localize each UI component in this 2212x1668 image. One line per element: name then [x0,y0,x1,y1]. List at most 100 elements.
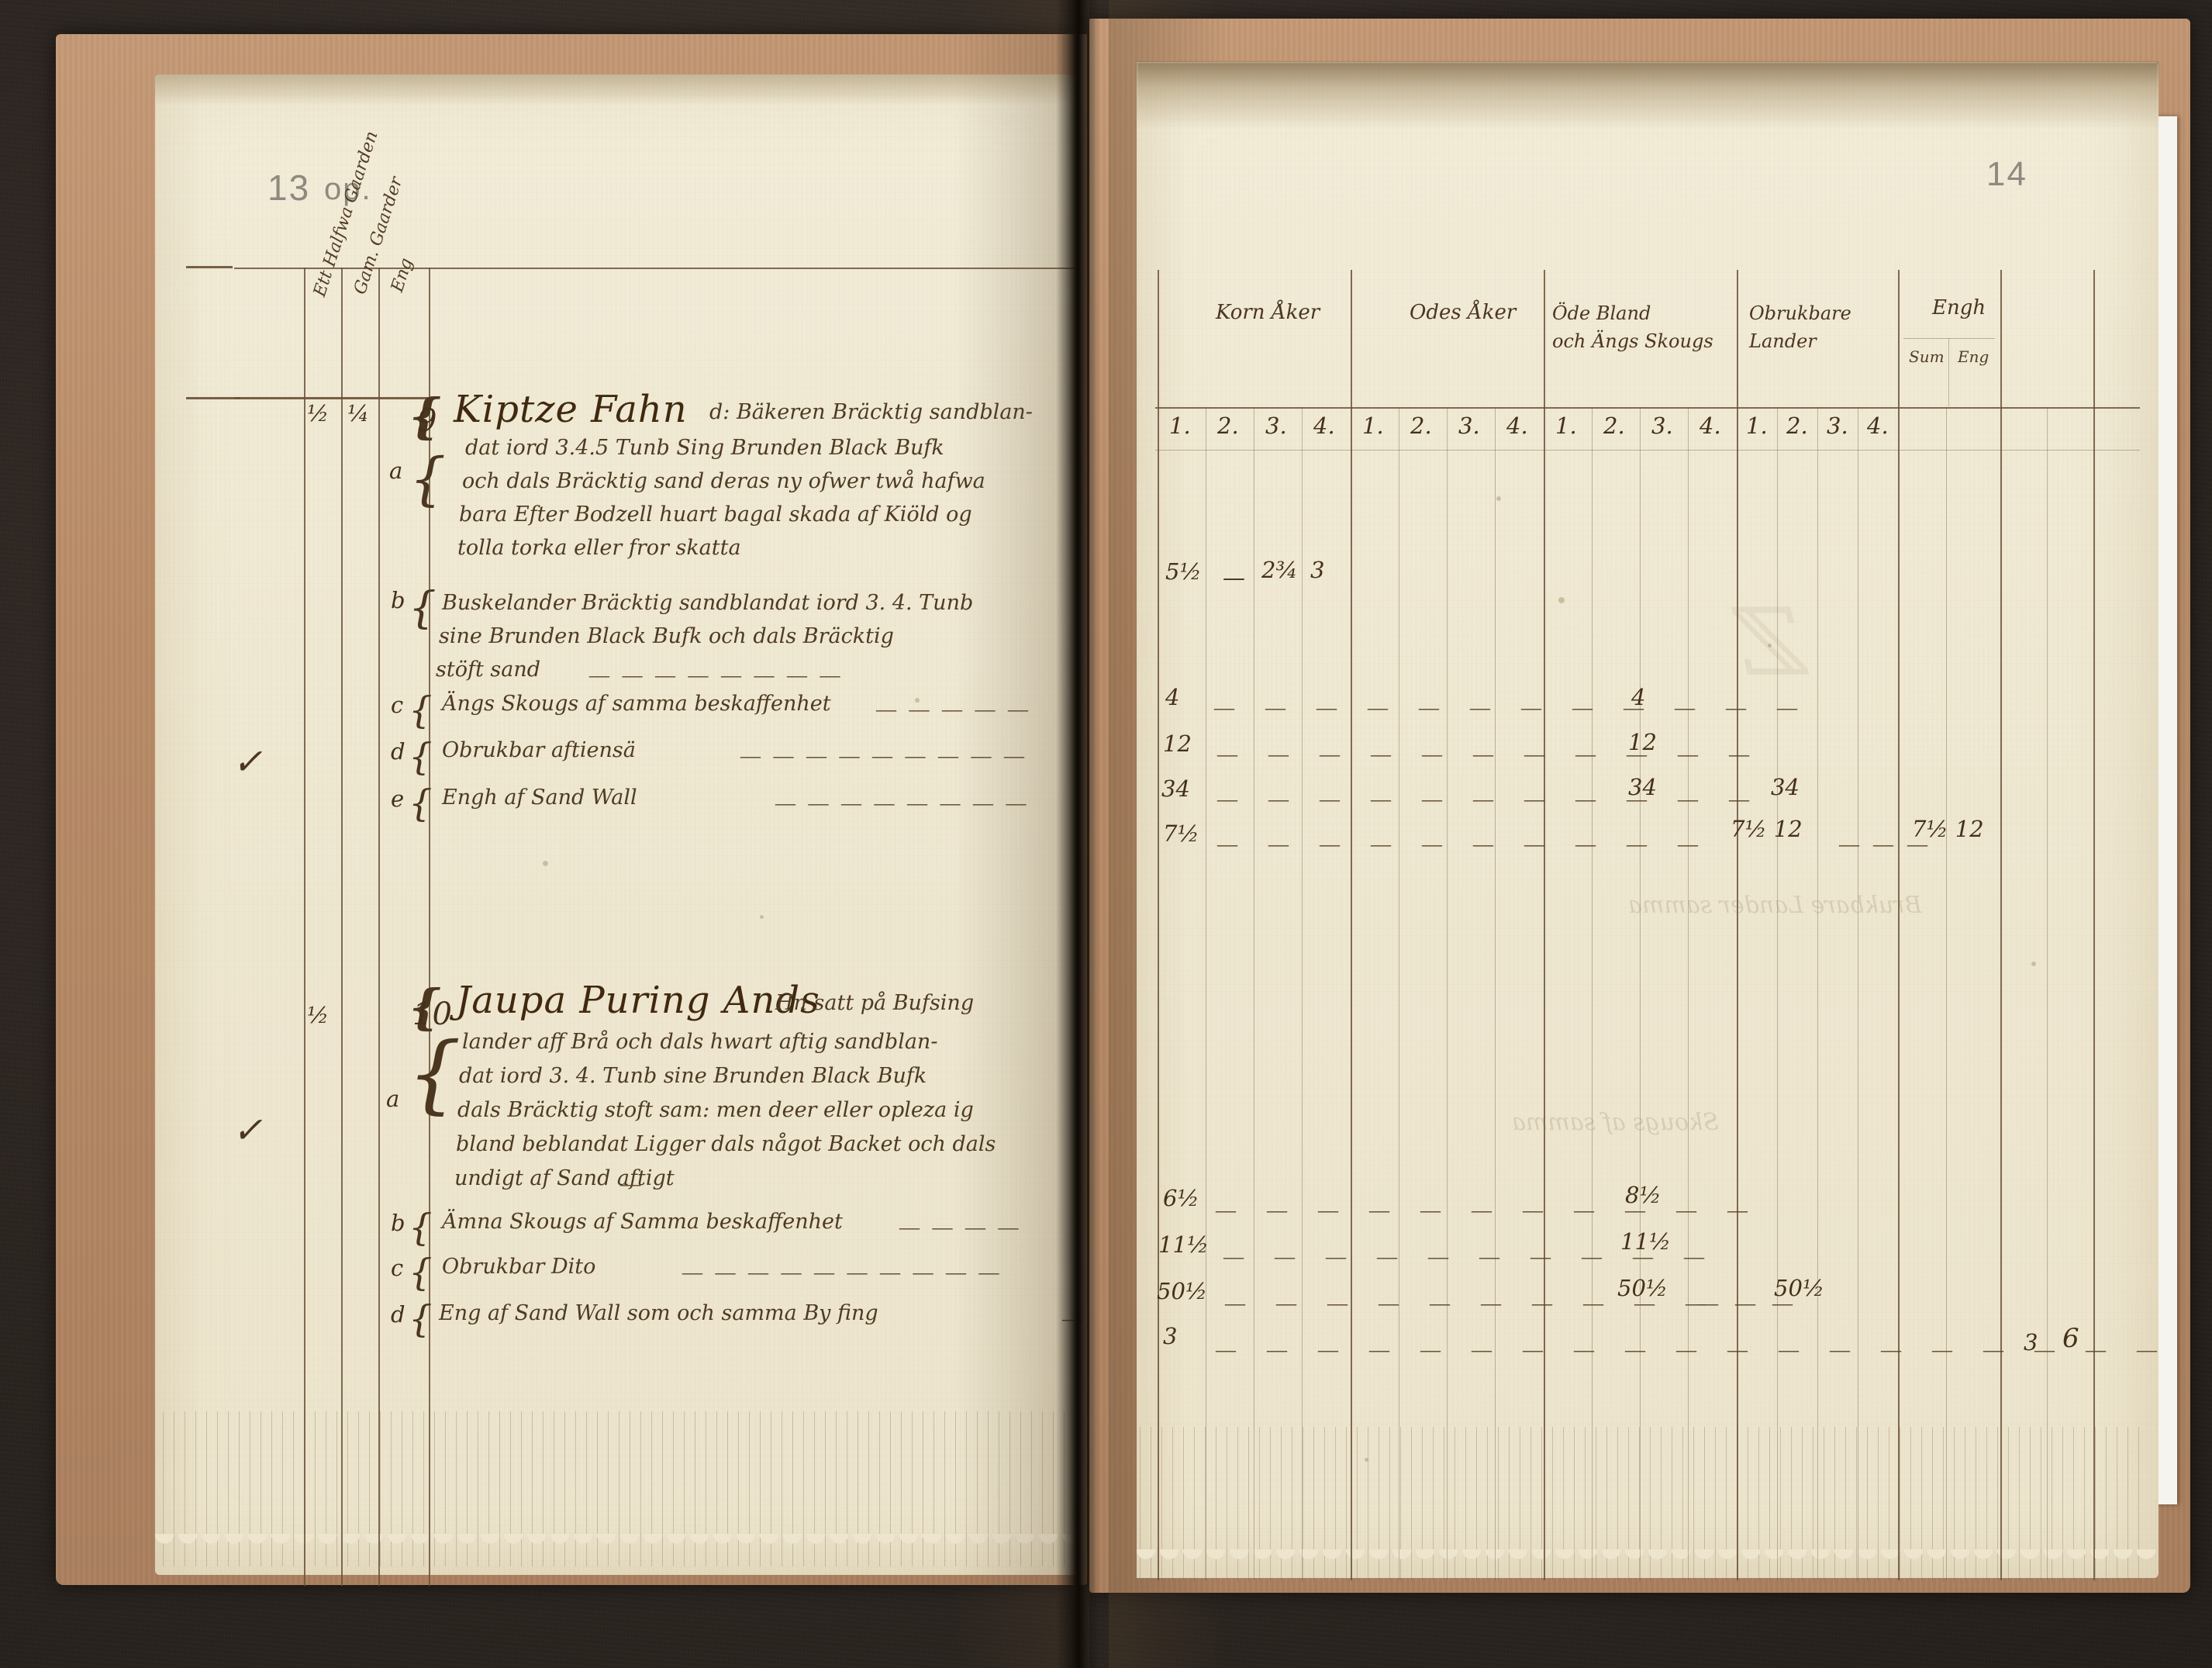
row-10c-dash-run-2: ——— [1698,1292,1810,1314]
book-spine-gutter [1056,0,1099,1668]
entry-10-subitem-c-brace: { [409,1251,433,1294]
cell-9b-odeland: 4 [1631,684,1646,710]
foxing-speck [2031,962,2036,966]
grid-vrule-group-1 [1351,270,1352,1580]
entry-9-subitem-b-brace: { [409,583,437,634]
stub-value-quarter-1: ¼ [347,400,370,426]
grid-vrule-group-3 [1737,270,1738,1580]
subnum-odeland-4: 4. [1700,413,1721,439]
left-folio-flourish: op. [324,172,372,206]
entry-10b-dash-leader: — — — — [899,1216,1023,1238]
right-page-top-stain [1137,62,2159,129]
column-header-rule [1155,407,2140,409]
foxing-speck [543,861,548,866]
entry-10-subitem-d-brace: { [409,1297,433,1341]
grid-subrule [1640,407,1641,1580]
entry-10-line-1: lander aff Brå och dals hwart aftig sand… [462,1030,938,1054]
subnum-odes-2: 2. [1410,413,1432,439]
entry-10c-dash-leader: — — — — — — — — — — [682,1261,1003,1283]
header-rule-left [234,268,1079,269]
row-9e-dash-run: —————————— [1217,833,1729,855]
entry-9-title: Kiptze Fahn [454,388,688,431]
cell-9e-korn-aker: 7½ [1163,820,1199,847]
engh-sub-label-sum: Sum [1909,347,1945,366]
left-page-top-stain [155,74,1078,105]
cell-10c-odeland: 50½ [1617,1275,1668,1301]
grid-subrule [2047,407,2048,1580]
engh-sub-label-eng: Eng [1958,347,1989,366]
cell-10d-engh: 3 [2024,1329,2038,1355]
cell-10a-korn-aker: 6½ [1163,1185,1199,1211]
cell-10c-korn-aker: 50½ [1157,1278,1208,1304]
cell-10b-odeland: 11½ [1620,1228,1672,1255]
cell-9e-engh: 7½ 12 [1912,816,1984,842]
grid-subrule [1447,407,1448,1580]
subnum-korn-4: 4. [1313,413,1335,439]
entry-10-line-3: dals Bräcktig stoft sam: men deer eller … [457,1098,974,1122]
column-header-korn-aker: Korn Åker [1216,301,1320,324]
subnum-obrukbare-1: 1. [1746,413,1768,439]
foxing-speck [760,915,764,919]
subnum-obrukbare-3: 3. [1827,413,1848,439]
entry-10-subitem-b-letter: b [391,1210,405,1236]
row-10c-dash-run: —————————— [1225,1292,1737,1314]
entry-10-subitem-d-text: Eng af Sand Wall som och samma By fing [439,1301,878,1325]
stub-rule-4 [429,268,430,1586]
subnum-odeland-2: 2. [1603,413,1625,439]
entry-10-title-tail: Hn satt på Bufsing [775,991,975,1015]
column-subnumber-rule [1155,450,2140,451]
grid-subrule [1946,407,1947,1580]
subnum-odeland-3: 3. [1651,413,1673,439]
entry-10-line-2: dat iord 3. 4. Tunb sine Brunden Black B… [459,1064,927,1088]
entry-10-subitem-b-brace: { [409,1206,433,1249]
grid-subrule [1592,407,1593,1580]
entry-9-subitem-c-text: Ängs Skougs af samma beskaffenhet [442,692,831,716]
entry-10a-dash-leader: — [620,1172,644,1195]
cell-9c-odeland: 12 [1628,729,1657,755]
entry-9c-dash-leader: — — — — — [876,698,1032,720]
grid-subrule [1777,407,1778,1580]
cell-9c-korn-aker: 12 [1163,730,1192,757]
cell-9a-dash: — [1223,565,1245,591]
grid-subrule [1688,407,1689,1580]
entry-9e-dash-leader: — — — — — — — — [775,792,1030,814]
entry-9-subitem-e-brace: { [409,782,433,825]
grid-vrule-right-border [2093,270,2095,1580]
verso-show-through: Skougs af samma [1512,1109,1719,1136]
corner-rule-stub-1 [186,266,233,268]
entry-10-subitem-c-letter: c [391,1255,404,1281]
entry-9-subitem-d-brace: { [409,735,433,779]
entry-10-subitem-d-letter: d [391,1301,405,1328]
row-10d-dash-run: ——————————————————— [1216,1338,2188,1361]
foxing-speck [1768,644,1772,648]
row-9c-dash-run: ——————————— [1217,743,1780,765]
entry-10-number: 10 [412,996,452,1032]
column-header-odes-aker: Odes Åker [1410,301,1517,324]
entry-10-brace: { [409,979,440,1035]
corner-rule-stub-2 [186,397,240,399]
entry-10-subitem-a-brace: { [407,1024,461,1123]
left-page-leaf [155,74,1078,1575]
entry-9d-dash-leader: — — — — — — — — — [740,744,1028,767]
cell-10d-korn-aker: 3 [1163,1323,1178,1349]
entry-9-subitem-b-letter: b [391,587,405,613]
subnum-odeland-1: 1. [1555,413,1577,439]
cell-9a-korn-aker: 5½ [1165,558,1202,585]
subnum-obrukbare-4: 4. [1867,413,1889,439]
verso-show-through-large: ℤ [1744,589,1813,697]
column-header-obrukbare: Obrukbare Lander [1749,302,1851,352]
left-page-deckle-edge [155,1534,1078,1588]
foxing-speck [915,698,920,703]
entry-9-subitem-b-line2: sine Brunden Black Bufk och dals Bräckti… [439,624,894,648]
grid-vrule-group-5 [2000,270,2002,1580]
entry-9-line-2: och dals Bräcktig sand deras ny ofwer tw… [462,469,985,493]
entry-10-subitem-c-text: Obrukbar Dito [442,1255,596,1279]
cell-9a-odes-aker: 2¾ [1261,557,1298,583]
entry-9-title-tail: d: Bäkeren Bräcktig sandblan- [709,400,1033,424]
subnum-korn-2: 2. [1217,413,1239,439]
subnum-korn-3: 3. [1265,413,1287,439]
stub-value-half-1: ½ [307,400,330,426]
entry-9-subitem-a-brace: { [409,446,447,513]
cell-9b-korn-aker: 4 [1165,684,1180,710]
